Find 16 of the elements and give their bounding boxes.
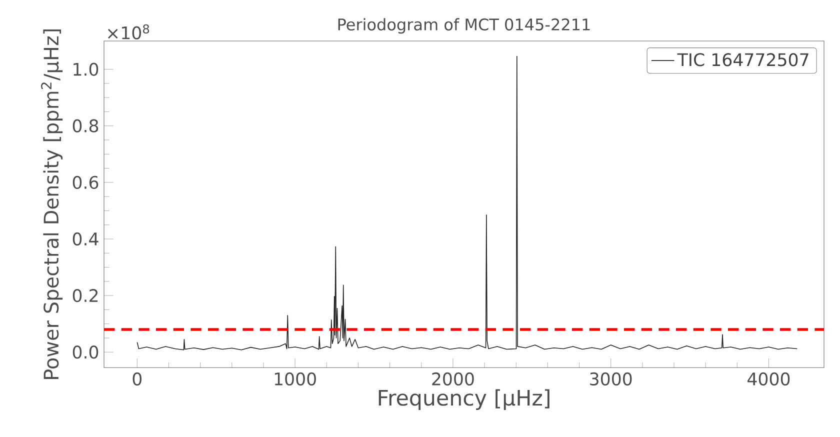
- y-tick-label: 1.0: [74, 62, 98, 76]
- y-tick-label: 0.0: [72, 346, 98, 359]
- y-tick-label: 0.4: [72, 232, 98, 246]
- y-tick-label: 0.2: [72, 288, 98, 302]
- legend-label: TIC 164772507: [677, 53, 808, 66]
- y-axis-title: Power Spectral Density [ppm$^{2}$/μHz]: [41, 29, 63, 379]
- y-tick-label: 0.6: [72, 176, 98, 189]
- x-tick-label: 1000: [274, 372, 316, 386]
- x-tick-label: 3000: [590, 372, 632, 386]
- x-axis-title: Frequency [μHz]: [378, 389, 550, 410]
- chart-title: Periodogram of MCT 0145-2211: [338, 18, 590, 34]
- y-tick-label: 0.8: [72, 119, 98, 132]
- x-tick-label: 4000: [748, 372, 790, 386]
- x-tick-label: 0: [132, 372, 142, 386]
- text: ×10$^{8}$: [108, 24, 150, 40]
- x-tick-label: 2000: [432, 372, 474, 386]
